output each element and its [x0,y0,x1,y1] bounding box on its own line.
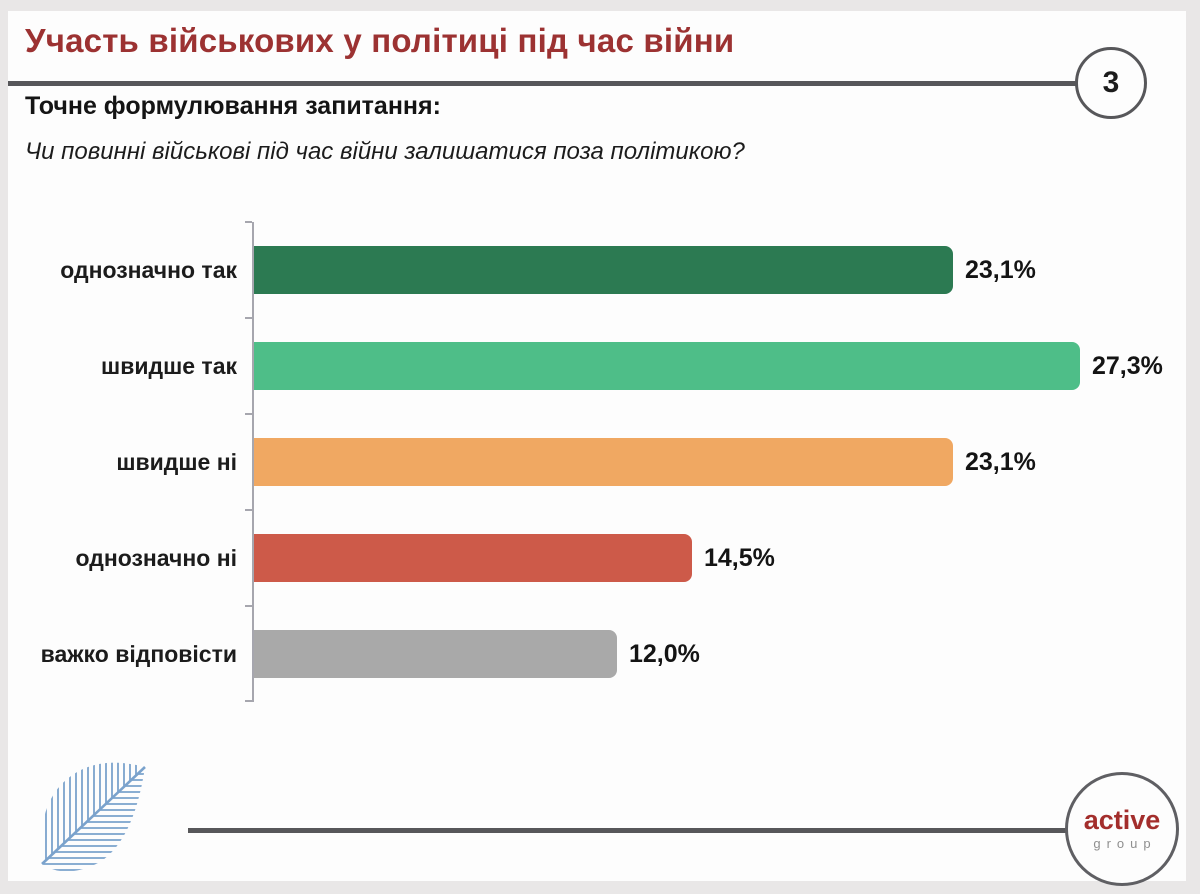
page-number: 3 [1102,66,1120,99]
bar-row: однозначно так 23,1% [0,222,1200,318]
bar-row: однозначно ні 14,5% [0,510,1200,606]
header-divider [8,81,1076,86]
bar-row: швидше так 27,3% [0,318,1200,414]
page-number-badge: 3 [1075,47,1147,119]
logo-text-active: active [1083,805,1161,835]
bar-track: 14,5% [253,534,1200,582]
bar-track: 12,0% [253,630,1200,678]
category-label: швидше ні [116,448,237,475]
active-group-logo: active group [1065,772,1179,886]
leaf-icon [41,762,146,871]
bar-track: 23,1% [253,438,1200,486]
question-text: Чи повинні військові під час війни залиш… [25,138,745,165]
bar [253,342,1080,390]
category-label: швидше так [101,352,237,379]
value-label: 12,0% [629,639,700,668]
bar-track: 23,1% [253,246,1200,294]
bar-row: важко відповісти 12,0% [0,606,1200,702]
y-axis-line [252,222,254,702]
logo-text-group: group [1093,836,1157,851]
page-title: Участь військових у політиці під час вій… [25,22,735,59]
value-label: 23,1% [965,255,1036,284]
axis-tick [245,509,252,511]
bar-track: 27,3% [253,342,1200,390]
axis-tick [245,700,252,702]
value-label: 14,5% [704,543,775,572]
bar [253,534,692,582]
axis-tick [245,605,252,607]
category-label: важко відповісти [40,640,237,667]
question-heading: Точне формулювання запитання: [25,92,441,120]
bar-chart: однозначно так 23,1% швидше так 27,3% шв… [0,221,1200,702]
category-label: однозначно так [60,256,237,283]
bar [253,246,953,294]
footer-divider [188,828,1066,833]
bar [253,630,617,678]
axis-tick [245,413,252,415]
value-label: 23,1% [965,447,1036,476]
category-label: однозначно ні [75,544,238,571]
value-label: 27,3% [1092,351,1163,380]
bar-row: швидше ні 23,1% [0,414,1200,510]
axis-tick [245,317,252,319]
axis-tick [245,221,252,223]
bar [253,438,953,486]
